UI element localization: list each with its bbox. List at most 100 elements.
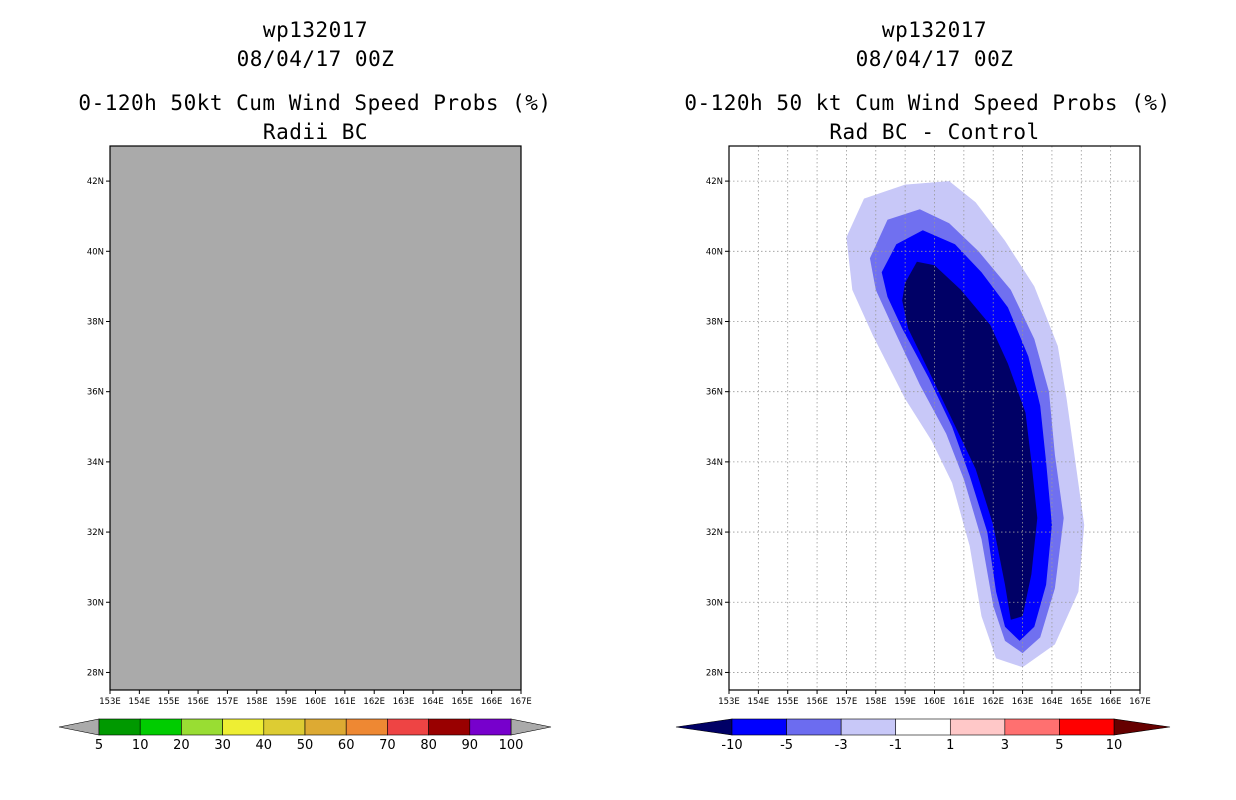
xtick-label-154E: 154E [748,697,770,707]
right-title-line-1: wp132017 [881,18,988,42]
colorbar-label-4: 1 [946,738,954,753]
right-title-line-2: 08/04/17 00Z [855,47,1014,71]
colorbar-swatch-4 [949,718,1006,736]
right-colorbar: -10 -5 -3 -1 1 3 5 10 [675,718,1171,753]
left-title-line-1: wp132017 [262,18,369,42]
colorbar-swatch-5 [304,718,347,736]
colorbar-label-10: 100 [499,738,524,753]
ytick-label-32N: 32N [706,528,723,538]
colorbar-swatch-2 [181,718,223,736]
xtick-label-155E: 155E [158,697,180,707]
colorbar-label-2: 20 [173,738,190,753]
ytick-label-38N: 38N [706,317,723,327]
xtick-label-153E: 153E [718,697,740,707]
xtick-label-153E: 153E [99,697,121,707]
right-title-line-4: Rad BC - Control [829,120,1040,144]
ytick-label-38N: 38N [87,317,104,327]
xtick-label-161E: 161E [953,697,975,707]
colorbar-low-end [675,718,733,736]
colorbar-swatch-0 [731,718,787,736]
colorbar-swatch-8 [428,718,471,736]
colorbar-high-end [510,718,552,736]
ytick-label-36N: 36N [87,388,104,398]
colorbar-swatch-6 [1059,718,1115,736]
colorbar-label-5: 3 [1001,738,1009,753]
xtick-label-160E: 160E [924,697,946,707]
colorbar-swatch-3 [222,718,265,736]
ytick-label-30N: 30N [706,598,723,608]
xtick-label-167E: 167E [510,697,532,707]
ytick-label-40N: 40N [706,247,723,257]
xtick-label-162E: 162E [982,697,1004,707]
colorbar-label-6: 60 [338,738,355,753]
xtick-label-159E: 159E [894,697,916,707]
colorbar-label-1: 10 [132,738,149,753]
xtick-label-164E: 164E [1041,697,1063,707]
xtick-label-159E: 159E [275,697,297,707]
colorbar-label-3: 30 [214,738,231,753]
ytick-label-40N: 40N [87,247,104,257]
colorbar-label-7: 70 [379,738,396,753]
ytick-label-36N: 36N [706,388,723,398]
left-colorbar: 5 10 20 30 40 50 60 70 80 90 100 [58,718,552,753]
colorbar-low-end [58,718,100,736]
ytick-label-30N: 30N [87,598,104,608]
contour-level-3 [902,261,1038,620]
xtick-label-154E: 154E [129,697,151,707]
xtick-label-158E: 158E [246,697,268,707]
colorbar-swatch-3 [895,718,951,736]
colorbar-label-7: 10 [1106,738,1123,753]
ytick-label-34N: 34N [706,458,723,468]
ytick-label-28N: 28N [87,668,104,678]
ytick-label-34N: 34N [87,458,104,468]
colorbar-label-9: 90 [462,738,479,753]
colorbar-label-8: 80 [420,738,437,753]
ytick-label-32N: 32N [87,528,104,538]
colorbar-label-2: -3 [835,738,848,753]
colorbar-swatch-1 [139,718,182,736]
xtick-label-164E: 164E [422,697,444,707]
right-panel: 153E 154E 155E 156E 157E 158E 159E 160E 161E 162E… [706,145,1151,707]
xtick-label-156E: 156E [806,697,828,707]
colorbar-swatch-2 [840,718,897,736]
xtick-label-161E: 161E [334,697,356,707]
xtick-label-158E: 158E [865,697,887,707]
left-title-line-4: Radii BC [262,120,369,144]
xtick-label-156E: 156E [187,697,209,707]
left-title-line-2: 08/04/17 00Z [236,47,395,71]
xtick-label-166E: 166E [1100,697,1122,707]
xtick-label-163E: 163E [393,697,415,707]
ytick-label-42N: 42N [87,177,104,187]
left-title-line-3: 0-120h 50kt Cum Wind Speed Probs (%) [78,91,552,115]
xtick-label-155E: 155E [777,697,799,707]
colorbar-label-6: 5 [1055,738,1063,753]
colorbar-label-5: 50 [297,738,314,753]
xtick-label-157E: 157E [836,697,858,707]
plot-area [110,146,521,690]
xtick-label-165E: 165E [451,697,473,707]
left-panel: 153E 154E 155E 156E 157E 158E 159E 160E 161E 162E… [87,145,532,707]
colorbar-swatch-5 [1004,718,1060,736]
colorbar-swatch-7 [387,718,429,736]
xtick-label-165E: 165E [1070,697,1092,707]
colorbar-swatch-4 [263,718,306,736]
xtick-label-157E: 157E [217,697,239,707]
ytick-label-42N: 42N [706,177,723,187]
ytick-label-28N: 28N [706,668,723,678]
colorbar-label-0: 5 [95,738,103,753]
xtick-label-160E: 160E [305,697,327,707]
xtick-label-162E: 162E [363,697,385,707]
colorbar-label-3: -1 [889,738,902,753]
colorbar-high-end [1113,718,1171,736]
colorbar-label-1: -5 [780,738,793,753]
colorbar-swatch-9 [469,718,512,736]
xtick-label-166E: 166E [481,697,503,707]
xtick-label-163E: 163E [1012,697,1034,707]
colorbar-swatch-1 [786,718,842,736]
right-title-line-3: 0-120h 50 kt Cum Wind Speed Probs (%) [684,91,1171,115]
colorbar-swatch-0 [98,718,141,736]
colorbar-label-4: 40 [256,738,273,753]
colorbar-label-0: -10 [721,738,742,753]
colorbar-swatch-6 [345,718,388,736]
